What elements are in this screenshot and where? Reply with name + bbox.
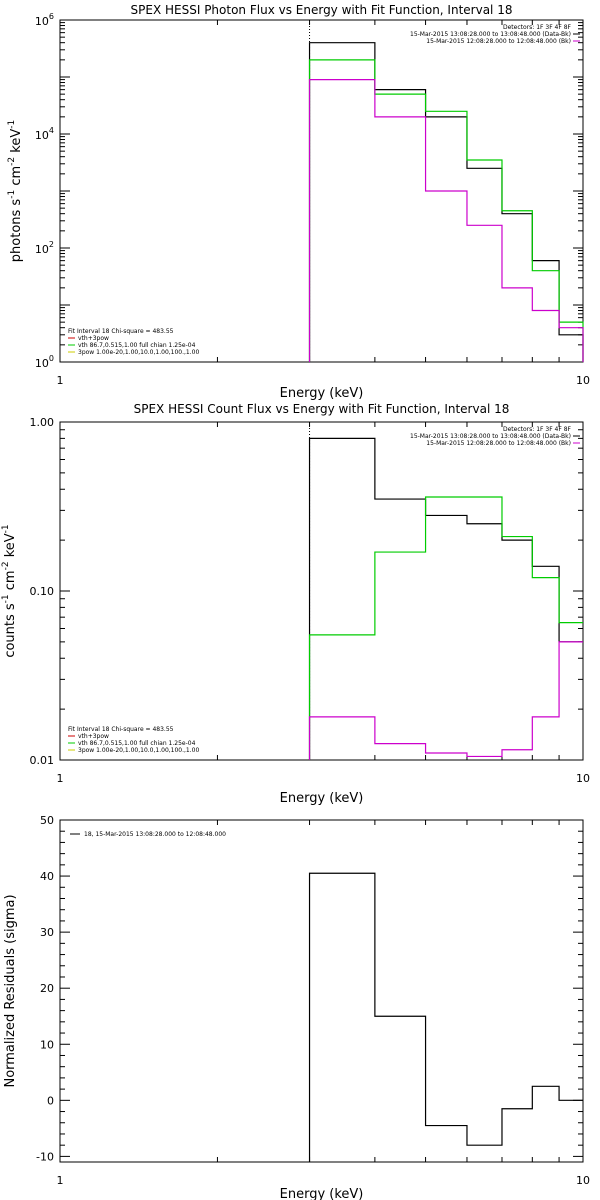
y-tick-exp: 4 [49,126,54,135]
y-tick-label: 0 [47,1094,54,1107]
series-step-line-1 [308,872,583,1162]
y-tick-exp: 6 [49,12,54,21]
series-step-line-2 [308,496,583,760]
series-step-line-3 [308,79,584,362]
y-tick-label: 1.00 [30,416,55,429]
y-label-exponent: -1 [7,190,17,199]
y-label-part: keV [9,129,24,157]
chart-title: SPEX HESSI Count Flux vs Energy with Fit… [134,402,510,416]
y-label-part: keV [3,533,18,561]
y-label-exponent: -2 [7,157,17,166]
y-tick-base: 10 [35,15,49,28]
y-tick-base: 10 [35,129,49,142]
legend-entry: vth 86.7,0.515,1.00 full chian 1.25e-04 [78,342,196,349]
y-label-part: cm [3,570,18,594]
y-label-part: cm [9,166,24,190]
x-tick-label: 10 [576,772,590,785]
series-step-line-3 [308,641,583,760]
x-tick-label: 1 [57,374,64,387]
x-tick-label: 10 [576,374,590,387]
y-axis-label: counts s-1 cm-2 keV-1 [1,524,18,657]
y-axis-label: Normalized Residuals (sigma) [3,894,18,1087]
x-tick-label: 10 [576,1174,590,1187]
legend-entry: 15-Mar-2015 13:08:28.000 to 13:08:48.000… [410,433,571,440]
y-tick-label: 40 [40,870,54,883]
y-tick-exp: 2 [49,240,54,249]
y-tick-base: 10 [35,243,49,256]
legend-entry: vth 86.7,0.515,1.00 full chian 1.25e-04 [78,740,196,747]
y-label-exponent: -1 [1,594,11,603]
y-label-exponent: -2 [1,561,11,570]
legend-entry: Fit Interval 18 Chi-square = 483.55 [68,328,174,335]
y-tick-label: 0.01 [30,754,55,767]
series-step-line-1 [308,437,583,760]
plot-frame [59,819,584,1163]
y-tick-label: 50 [40,814,54,827]
legend-entry: vth+3pow [78,335,109,342]
legend-entry: 18, 15-Mar-2015 13:08:28.000 to 12:08:48… [84,831,226,838]
y-tick-label: 100 [35,354,54,370]
x-axis-label: Energy (keV) [280,1187,364,1200]
legend-entry: Detectors: 1F 3F 4F 8F [503,426,572,433]
legend-entry: 15-Mar-2015 13:08:28.000 to 13:08:48.000… [410,31,571,38]
x-axis-label: Energy (keV) [280,791,364,806]
legend-entry: vth+3pow [78,733,109,740]
legend-entry: 15-Mar-2015 12:08:28.000 to 12:08:48.000… [426,38,571,45]
x-tick-label: 1 [57,772,64,785]
legend-entry: Fit Interval 18 Chi-square = 483.55 [68,726,174,733]
y-label-exponent: -1 [7,120,17,129]
y-tick-label: 104 [35,126,54,142]
plot-frame [59,19,584,363]
legend-entry: 3pow 1.00e-20,1.00,10.0,1.00,100.,1.00 [78,747,199,754]
legend-entry: 3pow 1.00e-20,1.00,10.0,1.00,100.,1.00 [78,349,199,356]
y-tick-label: -10 [36,1150,54,1163]
y-tick-base: 10 [35,357,49,370]
legend-entry: 15-Mar-2015 12:08:28.000 to 12:08:48.000… [426,440,571,447]
y-tick-label: 30 [40,926,54,939]
y-axis-label: photons s-1 cm-2 keV-1 [7,120,24,262]
y-tick-label: 20 [40,982,54,995]
series-step-line-2 [308,59,584,362]
chart-panel-2: SPEX HESSI Count Flux vs Energy with Fit… [1,402,590,806]
series-step-line-1 [308,42,584,362]
y-label-part: counts s [3,603,18,658]
x-axis-label: Energy (keV) [280,386,364,401]
x-tick-label: 1 [57,1174,64,1187]
y-tick-label: 106 [35,12,54,28]
y-tick-exp: 0 [49,354,54,363]
legend-entry: Detectors: 1F 3F 4F 8F [503,24,572,31]
plot-frame [59,421,584,761]
chart-title: SPEX HESSI Photon Flux vs Energy with Fi… [131,3,513,17]
y-tick-label: 102 [35,240,54,256]
y-tick-label: 0.10 [30,585,55,598]
y-label-exponent: -1 [1,524,11,533]
y-label-part: photons s [9,199,24,263]
chart-panel-3: 1 10 -10 0 10 20 30 40 50 Energy (keV) Normalized … [3,814,590,1200]
chart-panel-1: SPEX HESSI Photon Flux vs Energy with Fi… [7,3,590,401]
y-tick-label: 10 [40,1038,54,1051]
